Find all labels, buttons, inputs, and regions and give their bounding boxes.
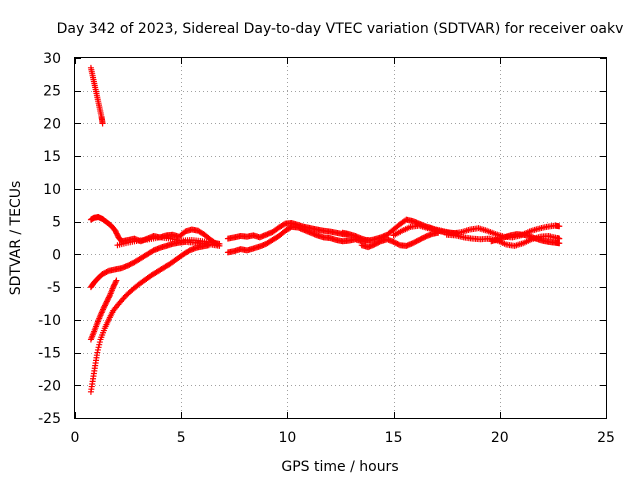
- gridlines: [75, 58, 606, 418]
- y-tick-label: 10: [43, 182, 61, 198]
- data-point: [113, 277, 120, 284]
- series-arc-8: [224, 219, 352, 242]
- data-point: [110, 282, 117, 289]
- data-point: [112, 229, 119, 236]
- data-point: [104, 297, 111, 304]
- x-tick-label: 0: [71, 430, 80, 446]
- series-arc-13: [488, 231, 563, 247]
- y-tick-label: -25: [38, 411, 61, 427]
- y-tick-label: -10: [38, 313, 61, 329]
- x-tick-label: 5: [177, 430, 186, 446]
- data-point: [112, 227, 119, 234]
- x-tick-label: 25: [597, 430, 615, 446]
- data-point: [100, 305, 107, 312]
- plot-frame: [74, 57, 607, 419]
- data-point: [103, 299, 110, 306]
- x-tick-labels: 0 5 10 15 20 25: [71, 430, 615, 446]
- data-point: [111, 281, 118, 288]
- data-point: [103, 298, 110, 305]
- data-points: [87, 64, 563, 395]
- x-tick-label: 15: [385, 430, 403, 446]
- data-point: [94, 346, 101, 353]
- y-tick-label: -5: [47, 280, 61, 296]
- data-point: [216, 240, 223, 247]
- data-point: [112, 280, 119, 287]
- series-arc-4: [87, 277, 120, 343]
- y-tick-label: -20: [38, 378, 61, 394]
- data-point: [102, 301, 109, 308]
- data-point: [96, 341, 103, 348]
- data-point: [113, 230, 120, 237]
- x-tick-label: 10: [278, 430, 296, 446]
- y-tick-label: 25: [43, 84, 61, 100]
- x-axis-label: GPS time / hours: [281, 459, 398, 475]
- series-arc-10: [358, 229, 442, 251]
- data-point: [106, 293, 113, 300]
- data-point: [101, 302, 108, 309]
- y-tick-label: 5: [52, 215, 61, 231]
- data-point: [105, 294, 112, 301]
- chart-title: Day 342 of 2023, Sidereal Day-to-day VTE…: [57, 21, 624, 37]
- series-arc-5: [87, 242, 212, 395]
- data-point: [94, 349, 101, 356]
- y-tick-label: -15: [38, 346, 61, 362]
- data-point: [101, 303, 108, 310]
- data-point: [556, 240, 563, 247]
- data-point: [95, 344, 102, 351]
- y-tick-label: 30: [43, 51, 61, 67]
- y-axis-label: SDTVAR / TECUs: [8, 181, 24, 296]
- data-point: [556, 223, 563, 230]
- data-point: [110, 284, 117, 291]
- data-point: [99, 120, 106, 127]
- axis-ticks: [75, 58, 607, 419]
- data-point: [96, 339, 103, 346]
- series-arc-6: [114, 234, 223, 249]
- series-arc-1: [87, 64, 106, 127]
- y-tick-labels: -25 -20 -15 -10 -5 0 5 10 15 20 25 30: [38, 51, 61, 427]
- x-tick-label: 20: [491, 430, 509, 446]
- y-tick-label: 20: [43, 116, 61, 132]
- y-tick-label: 0: [52, 247, 61, 263]
- y-tick-label: 15: [43, 149, 61, 165]
- data-point: [112, 278, 119, 285]
- data-point: [114, 231, 121, 238]
- data-point: [105, 295, 112, 302]
